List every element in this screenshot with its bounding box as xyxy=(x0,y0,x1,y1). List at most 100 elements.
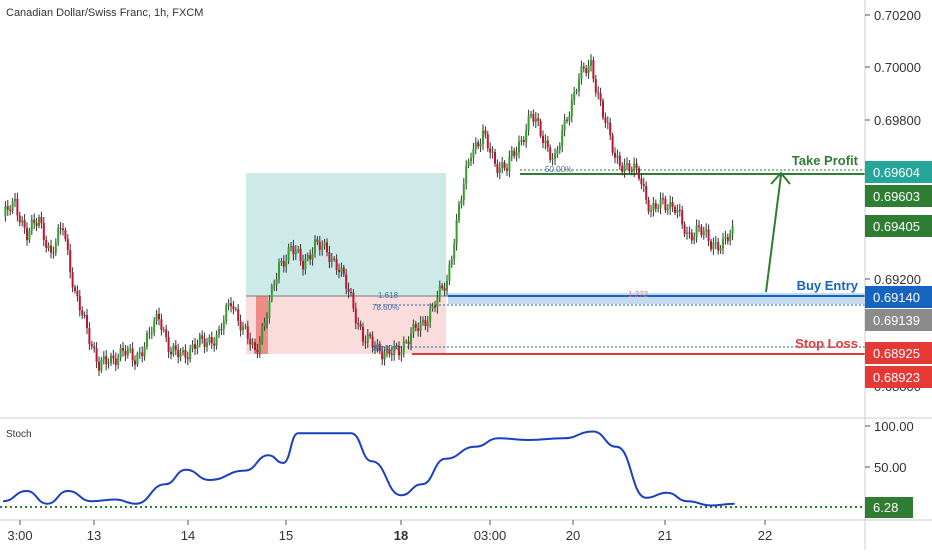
candle-body xyxy=(412,323,415,334)
candle-body xyxy=(100,359,103,371)
candle-body xyxy=(508,156,511,171)
candle-body xyxy=(90,344,93,347)
candle-body xyxy=(54,241,57,253)
price-tag-label: 0.68925 xyxy=(873,346,920,361)
candle-body xyxy=(645,185,648,200)
candle-body xyxy=(311,253,314,260)
candle-body xyxy=(489,148,492,153)
candle-body xyxy=(98,361,100,371)
candle-body xyxy=(314,239,316,254)
candle-body xyxy=(170,351,172,355)
candle-body xyxy=(674,206,676,213)
candle-body xyxy=(294,250,297,255)
candle-body xyxy=(9,209,12,211)
candle-body xyxy=(578,78,580,92)
candle-body xyxy=(203,338,206,347)
candle-body xyxy=(93,346,96,349)
chart-title: Canadian Dollar/Swiss Franc, 1h, FXCM xyxy=(6,7,203,19)
candle-body xyxy=(196,344,199,349)
candle-body xyxy=(462,184,465,200)
candle-body xyxy=(122,347,124,351)
candle-body xyxy=(40,216,43,224)
candle-body xyxy=(263,322,266,327)
candle-body xyxy=(42,223,45,241)
candle-body xyxy=(609,122,612,136)
price-axis-tick-label: 0.70200 xyxy=(874,8,921,23)
candle-body xyxy=(254,342,256,351)
candle-body xyxy=(383,353,386,360)
buy-entry-label: Buy Entry xyxy=(797,278,859,293)
time-axis-tick-label: 14 xyxy=(181,528,195,543)
candle-body xyxy=(386,348,388,354)
candle-body xyxy=(434,305,436,308)
candle-body xyxy=(676,209,679,213)
take-profit-label: Take Profit xyxy=(792,153,859,168)
candle-body xyxy=(419,322,422,331)
candle-body xyxy=(26,227,28,241)
candle-body xyxy=(354,308,357,324)
candle-body xyxy=(698,225,700,227)
candle-body xyxy=(143,346,146,357)
time-axis-tick-label: 03:00 xyxy=(474,528,507,543)
candle-body xyxy=(532,113,535,122)
candle-body xyxy=(693,236,696,241)
candle-body xyxy=(400,352,403,356)
candle-body xyxy=(357,323,360,325)
candle-body xyxy=(134,360,136,365)
candle-body xyxy=(174,345,177,350)
time-axis-tick-label: 18 xyxy=(394,528,408,543)
candle-body xyxy=(287,247,290,261)
candle-body xyxy=(688,232,691,234)
time-axis-tick-label: 15 xyxy=(279,528,293,543)
candle-body xyxy=(522,139,525,142)
candle-body xyxy=(210,337,213,344)
candle-body xyxy=(542,135,544,143)
candle-body xyxy=(410,333,412,345)
candle-body xyxy=(477,142,480,147)
candle-body xyxy=(198,335,201,345)
target-arrow-shaft xyxy=(765,174,782,293)
candle-body xyxy=(702,231,705,235)
candle-body xyxy=(318,241,321,250)
candle-body xyxy=(467,161,470,166)
candle-body xyxy=(712,242,715,250)
candle-body xyxy=(422,319,424,323)
time-axis-tick-label: 20 xyxy=(566,528,580,543)
candle-body xyxy=(225,306,228,322)
candle-body xyxy=(652,203,655,211)
candle-body xyxy=(570,100,573,117)
candle-body xyxy=(551,158,554,160)
candle-body xyxy=(446,280,448,291)
candle-body xyxy=(647,199,650,212)
candle-body xyxy=(227,303,230,307)
price-tag-label: 0.69603 xyxy=(873,189,920,204)
candle-body xyxy=(642,184,645,186)
candle-body xyxy=(30,219,33,231)
candle-body xyxy=(602,100,604,118)
candle-body xyxy=(561,130,564,147)
candle-body xyxy=(558,146,561,150)
candle-body xyxy=(256,350,259,353)
candle-body xyxy=(513,150,516,156)
candle-body xyxy=(549,147,552,160)
candle-body xyxy=(23,220,26,228)
candle-body xyxy=(304,259,307,270)
candle-body xyxy=(59,228,62,230)
candle-body xyxy=(71,272,74,288)
candle-body xyxy=(722,238,724,249)
candle-body xyxy=(654,203,657,209)
fib-1618-label: 1.618 xyxy=(378,291,399,300)
candle-body xyxy=(580,66,583,79)
candle-body xyxy=(378,343,381,352)
price-tag xyxy=(865,309,932,331)
candle-body xyxy=(246,326,249,339)
candle-body xyxy=(232,306,235,310)
candle-body xyxy=(515,152,518,156)
candle-body xyxy=(146,333,148,347)
candle-body xyxy=(611,135,614,153)
candle-body xyxy=(268,300,271,319)
candle-body xyxy=(326,242,328,253)
candle-body xyxy=(441,285,444,289)
candle-body xyxy=(66,239,69,251)
